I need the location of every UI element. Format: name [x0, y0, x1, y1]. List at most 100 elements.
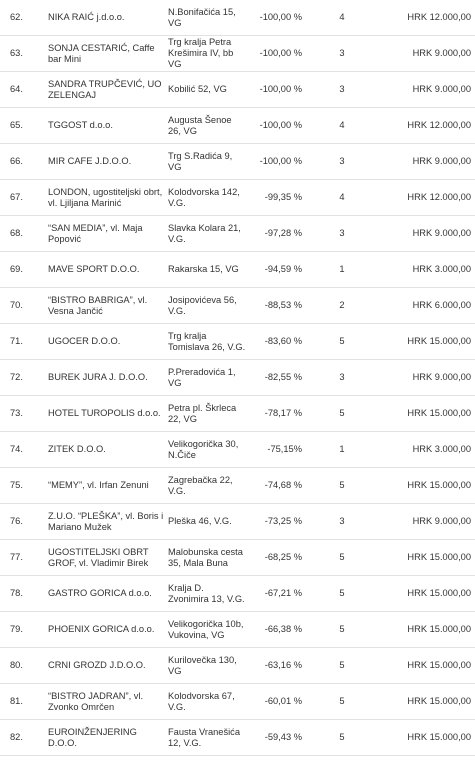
- row-number: 71.: [0, 323, 46, 360]
- business-name: Z.U.O. “PLEŠKA”, vl. Boris i Mariano Muž…: [46, 503, 166, 540]
- row-number: 76.: [0, 503, 46, 540]
- percent-change: -100,00 %: [248, 143, 304, 180]
- table-row: 70. “BISTRO BABRIGA”, vl. Vesna Jančić Jos…: [0, 287, 475, 324]
- percent-change: -100,00 %: [248, 71, 304, 108]
- amount: HRK 9.000,00: [380, 215, 475, 252]
- address: Kralja D. Zvonimira 13, V.G.: [166, 575, 248, 612]
- business-name: “BISTRO BABRIGA”, vl. Vesna Jančić: [46, 287, 166, 324]
- count: 5: [304, 467, 380, 504]
- row-number: 66.: [0, 143, 46, 180]
- business-name: “BISTRO JADRAN”, vl. Zvonko Omrčen: [46, 683, 166, 720]
- amount: HRK 9.000,00: [380, 503, 475, 540]
- table-row: 69. MAVE SPORT D.O.O. Rakarska 15, VG -94,5…: [0, 251, 475, 288]
- table-row: 68. “SAN MEDIA”, vl. Maja Popović Slavka K…: [0, 215, 475, 252]
- business-name: NIKA RAIĆ j.d.o.o.: [46, 0, 166, 36]
- business-name: BUREK JURA J. D.O.O.: [46, 359, 166, 396]
- address: Fausta Vranešića 12, V.G.: [166, 719, 248, 756]
- business-name: SANDRA TRUPČEVIĆ, UO ZELENGAJ: [46, 71, 166, 108]
- amount: HRK 9.000,00: [380, 35, 475, 72]
- amount: HRK 15.000,00: [380, 323, 475, 360]
- address: Slavka Kolara 21, V.G.: [166, 215, 248, 252]
- amount: HRK 9.000,00: [380, 71, 475, 108]
- address: Trg kralja Tomislava 26, V.G.: [166, 323, 248, 360]
- count: 5: [304, 611, 380, 648]
- percent-change: -75,15%: [248, 431, 304, 468]
- table-row: 80. CRNI GROZD J.D.O.O. Kurilovečka 130, V…: [0, 647, 475, 684]
- count: 3: [304, 35, 380, 72]
- business-name: UGOSTITELJSKI OBRT GROF, vl. Vladimir Bi…: [46, 539, 166, 576]
- business-name: PHOENIX GORICA d.o.o.: [46, 611, 166, 648]
- percent-change: -74,68 %: [248, 467, 304, 504]
- table-row: 72. BUREK JURA J. D.O.O. P.Preradovića 1, …: [0, 359, 475, 396]
- amount: HRK 12.000,00: [380, 179, 475, 216]
- business-name: SONJA CESTARIĆ, Caffe bar Mini: [46, 35, 166, 72]
- row-number: 65.: [0, 107, 46, 144]
- table-row: 79. PHOENIX GORICA d.o.o. Velikogorička 10…: [0, 611, 475, 648]
- address: Kolodvorska 67, V.G.: [166, 683, 248, 720]
- amount: HRK 15.000,00: [380, 719, 475, 756]
- address: Malobunska cesta 35, Mala Buna: [166, 539, 248, 576]
- business-name: HOTEL TUROPOLIS d.o.o.: [46, 395, 166, 432]
- table-row: 62. NIKA RAIĆ j.d.o.o. N.Bonifačića 15, VG…: [0, 0, 475, 36]
- amount: HRK 15.000,00: [380, 575, 475, 612]
- address: Zagrebačka 22, V.G.: [166, 467, 248, 504]
- amount: HRK 9.000,00: [380, 359, 475, 396]
- count: 5: [304, 575, 380, 612]
- percent-change: -73,25 %: [248, 503, 304, 540]
- percent-change: -88,53 %: [248, 287, 304, 324]
- percent-change: -94,59 %: [248, 251, 304, 288]
- count: 4: [304, 107, 380, 144]
- percent-change: -60,01 %: [248, 683, 304, 720]
- count: 1: [304, 431, 380, 468]
- amount: HRK 3.000,00: [380, 431, 475, 468]
- business-name: “MEMY”, vl. Irfan Zenuni: [46, 467, 166, 504]
- table-row: 63. SONJA CESTARIĆ, Caffe bar Mini Trg kra…: [0, 35, 475, 72]
- count: 5: [304, 539, 380, 576]
- business-name: “SAN MEDIA”, vl. Maja Popović: [46, 215, 166, 252]
- address: Kobilić 52, VG: [166, 71, 248, 108]
- count: 1: [304, 251, 380, 288]
- table-row: 65. TGGOST d.o.o. Augusta Šenoe 26, VG -100…: [0, 107, 475, 144]
- address: Josipovićeva 56, V.G.: [166, 287, 248, 324]
- row-number: 75.: [0, 467, 46, 504]
- row-number: 69.: [0, 251, 46, 288]
- percent-change: -68,25 %: [248, 539, 304, 576]
- row-number: 80.: [0, 647, 46, 684]
- percent-change: -67,21 %: [248, 575, 304, 612]
- table-row: 81. “BISTRO JADRAN”, vl. Zvonko Omrčen Kol…: [0, 683, 475, 720]
- business-name: CRNI GROZD J.D.O.O.: [46, 647, 166, 684]
- amount: HRK 15.000,00: [380, 467, 475, 504]
- count: 5: [304, 323, 380, 360]
- table-row: 78. GASTRO GORICA d.o.o. Kralja D. Zvonimi…: [0, 575, 475, 612]
- business-name: GASTRO GORICA d.o.o.: [46, 575, 166, 612]
- row-number: 67.: [0, 179, 46, 216]
- table-row: 76. Z.U.O. “PLEŠKA”, vl. Boris i Mariano …: [0, 503, 475, 540]
- percent-change: -78,17 %: [248, 395, 304, 432]
- row-number: 78.: [0, 575, 46, 612]
- table-row: 82. EUROINŽENJERING D.O.O. Fausta Vranešić…: [0, 719, 475, 756]
- address: Trg S.Radića 9, VG: [166, 143, 248, 180]
- amount: HRK 15.000,00: [380, 647, 475, 684]
- count: 3: [304, 359, 380, 396]
- row-number: 62.: [0, 0, 46, 36]
- amount: HRK 6.000,00: [380, 287, 475, 324]
- address: N.Bonifačića 15, VG: [166, 0, 248, 36]
- count: 3: [304, 143, 380, 180]
- amount: HRK 15.000,00: [380, 611, 475, 648]
- table-row: 71. UGOCER D.O.O. Trg kralja Tomislava 26,…: [0, 323, 475, 360]
- address: Trg kralja Petra Krešimira IV, bb VG: [166, 35, 248, 72]
- row-number: 79.: [0, 611, 46, 648]
- row-number: 81.: [0, 683, 46, 720]
- count: 5: [304, 683, 380, 720]
- amount: HRK 15.000,00: [380, 539, 475, 576]
- table-row: 77. UGOSTITELJSKI OBRT GROF, vl. Vladimir…: [0, 539, 475, 576]
- row-number: 73.: [0, 395, 46, 432]
- address: Velikogorička 10b, Vukovina, VG: [166, 611, 248, 648]
- row-number: 77.: [0, 539, 46, 576]
- percent-change: -63,16 %: [248, 647, 304, 684]
- percent-change: -100,00 %: [248, 35, 304, 72]
- business-name: MIR CAFE J.D.O.O.: [46, 143, 166, 180]
- business-name: MAVE SPORT D.O.O.: [46, 251, 166, 288]
